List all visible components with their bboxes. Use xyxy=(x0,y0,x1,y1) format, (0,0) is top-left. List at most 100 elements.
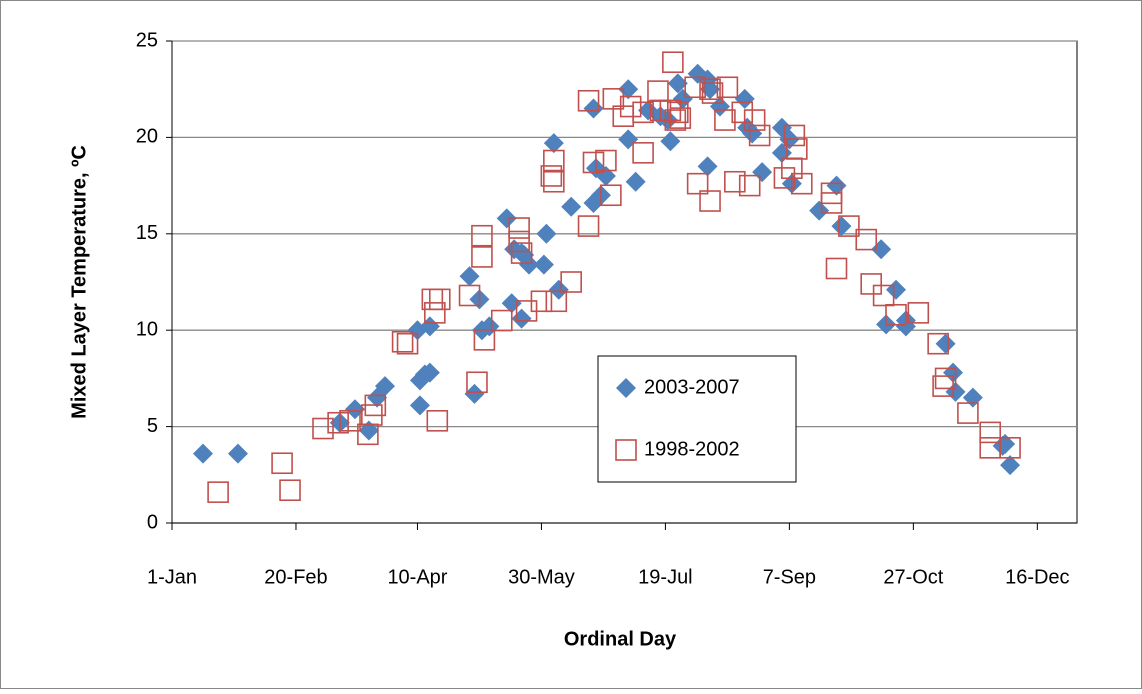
point xyxy=(595,149,617,172)
point xyxy=(686,172,709,195)
point xyxy=(701,82,724,104)
point xyxy=(831,216,852,237)
point xyxy=(669,107,692,129)
point xyxy=(734,88,755,109)
point xyxy=(783,124,806,147)
legend-label: 1998-2002 xyxy=(644,438,740,460)
point xyxy=(935,333,956,354)
point xyxy=(999,437,1021,459)
point xyxy=(724,170,746,193)
point xyxy=(860,273,883,295)
point xyxy=(560,271,582,293)
point xyxy=(577,215,600,237)
point xyxy=(738,174,761,197)
point xyxy=(662,51,684,74)
x-tick-label: 7-Sep xyxy=(763,566,816,588)
point xyxy=(1000,455,1021,476)
point xyxy=(820,192,843,214)
point xyxy=(907,302,930,324)
point xyxy=(582,151,605,174)
point xyxy=(872,284,895,307)
y-tick-label: 10 xyxy=(136,318,158,340)
point xyxy=(540,165,563,187)
point xyxy=(667,73,688,94)
point xyxy=(424,302,446,324)
point xyxy=(508,217,530,239)
y-tick-label: 20 xyxy=(136,126,158,148)
point xyxy=(548,279,569,300)
point xyxy=(619,95,642,118)
x-tick-label: 20-Feb xyxy=(264,566,327,588)
point xyxy=(471,224,493,247)
point xyxy=(743,109,766,131)
y-tick-label: 15 xyxy=(136,222,158,244)
point xyxy=(419,362,440,383)
point xyxy=(855,228,878,251)
legend-label: 2003-2007 xyxy=(644,376,740,398)
x-tick-label: 27-Oct xyxy=(883,566,943,588)
point xyxy=(530,290,553,313)
y-tick-label: 25 xyxy=(136,29,158,51)
point xyxy=(660,131,681,152)
point xyxy=(699,190,721,212)
point xyxy=(600,184,622,207)
point xyxy=(459,266,480,287)
x-axis-label: Ordinal Day xyxy=(564,628,677,650)
point xyxy=(825,257,848,280)
point xyxy=(327,411,349,434)
point xyxy=(471,246,493,268)
point xyxy=(391,330,414,353)
legend-marker xyxy=(615,439,637,461)
point xyxy=(731,101,754,124)
legend-box xyxy=(597,355,797,483)
point xyxy=(895,316,916,337)
x-tick-label: 16-Dec xyxy=(1005,566,1069,588)
point xyxy=(227,443,248,464)
y-axis-label: Mixed Layer Temperature, ºC xyxy=(68,145,90,419)
point xyxy=(545,290,568,313)
point xyxy=(543,149,565,172)
point xyxy=(279,479,301,502)
point xyxy=(339,410,361,432)
point xyxy=(364,394,387,417)
point xyxy=(714,109,736,131)
point xyxy=(508,230,530,253)
point xyxy=(543,170,565,193)
point xyxy=(396,332,419,355)
point xyxy=(632,142,654,164)
x-tick-label: 30-May xyxy=(508,566,575,588)
point xyxy=(312,417,334,440)
point xyxy=(458,284,481,307)
point xyxy=(927,332,949,355)
point xyxy=(271,452,293,475)
legend-marker xyxy=(616,378,636,398)
point xyxy=(561,196,582,217)
point xyxy=(786,138,808,160)
point xyxy=(790,172,813,195)
point xyxy=(207,481,229,503)
point xyxy=(748,124,771,147)
point xyxy=(885,303,907,326)
point xyxy=(374,376,395,397)
point xyxy=(533,254,554,275)
point xyxy=(466,371,488,394)
point xyxy=(511,308,532,329)
point xyxy=(667,101,689,124)
point xyxy=(838,215,860,237)
point xyxy=(543,133,564,154)
x-tick-label: 1-Jan xyxy=(147,566,197,588)
point xyxy=(957,402,979,424)
point xyxy=(496,208,517,229)
point xyxy=(697,156,718,177)
point xyxy=(409,395,430,416)
point xyxy=(664,109,687,131)
point xyxy=(428,288,451,311)
point xyxy=(684,76,706,99)
point xyxy=(464,383,485,404)
point xyxy=(510,242,533,264)
point xyxy=(809,200,830,221)
y-tick-label: 5 xyxy=(147,415,158,437)
point xyxy=(934,367,957,390)
point xyxy=(979,421,1002,444)
